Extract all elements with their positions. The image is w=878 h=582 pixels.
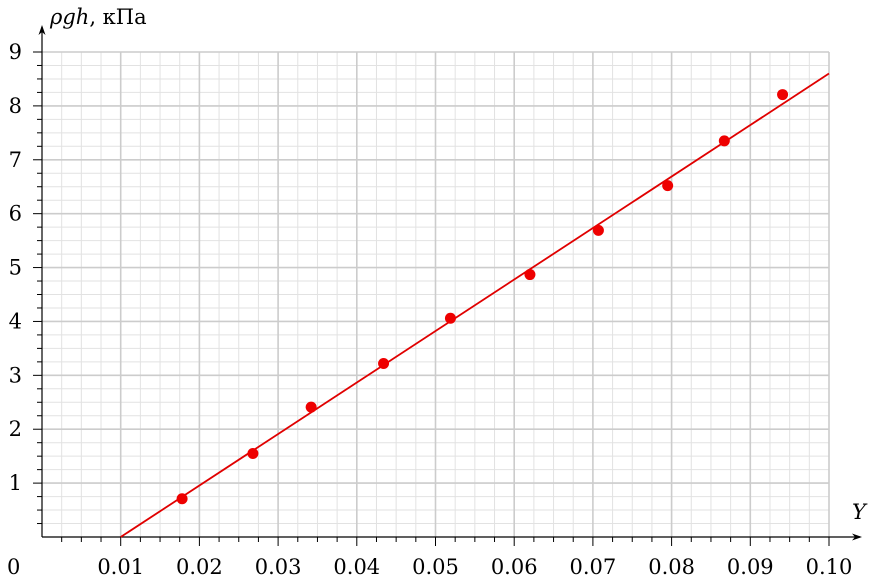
data-point <box>662 180 674 192</box>
y-tick-label: 8 <box>9 94 22 118</box>
y-axis-title-unit: , кПа <box>89 5 146 29</box>
y-tick-label: 5 <box>9 256 22 280</box>
data-point <box>305 401 317 413</box>
x-tick-label: 0.07 <box>570 555 617 579</box>
y-axis-title-symbol: ρgh <box>49 5 89 29</box>
origin-label: 0 <box>7 555 20 579</box>
y-axis-title: ρgh, кПа <box>49 5 147 29</box>
x-tick-label: 0.03 <box>255 555 302 579</box>
data-point <box>378 357 390 369</box>
x-tick-label: 0.04 <box>333 555 380 579</box>
fit-line-group <box>120 72 830 538</box>
x-tick-label: 0.10 <box>806 555 853 579</box>
y-tick-label: 1 <box>9 471 22 495</box>
y-tick-label: 4 <box>9 309 22 333</box>
x-tick-label: 0.06 <box>491 555 538 579</box>
x-tick-label: 0.09 <box>727 555 774 579</box>
y-tick-label: 7 <box>9 148 22 172</box>
tick-labels: 0.01 0.02 0.03 0.04 0.05 0.06 0.07 0.08 0.09 0.10… <box>9 40 853 579</box>
axes <box>38 25 862 541</box>
data-point <box>444 312 456 324</box>
major-grid <box>42 51 830 537</box>
fit-line <box>120 72 830 538</box>
y-tick-label: 6 <box>9 202 22 226</box>
data-points <box>176 89 789 505</box>
data-point <box>247 447 259 459</box>
y-axis-arrow <box>38 25 46 35</box>
y-tick-label: 2 <box>9 417 22 441</box>
ticks <box>33 51 830 546</box>
y-tick-label: 3 <box>9 363 22 387</box>
data-point <box>524 269 536 281</box>
data-point <box>592 224 604 236</box>
y-tick-label: 9 <box>9 40 22 64</box>
x-tick-label: 0.08 <box>648 555 695 579</box>
x-axis-title: Y <box>852 500 868 524</box>
x-tick-label: 0.01 <box>97 555 144 579</box>
data-point <box>718 135 730 147</box>
x-tick-label: 0.05 <box>412 555 459 579</box>
data-point <box>176 493 188 505</box>
x-axis-arrow <box>852 533 862 541</box>
data-point <box>777 89 789 101</box>
x-tick-label: 0.02 <box>176 555 223 579</box>
